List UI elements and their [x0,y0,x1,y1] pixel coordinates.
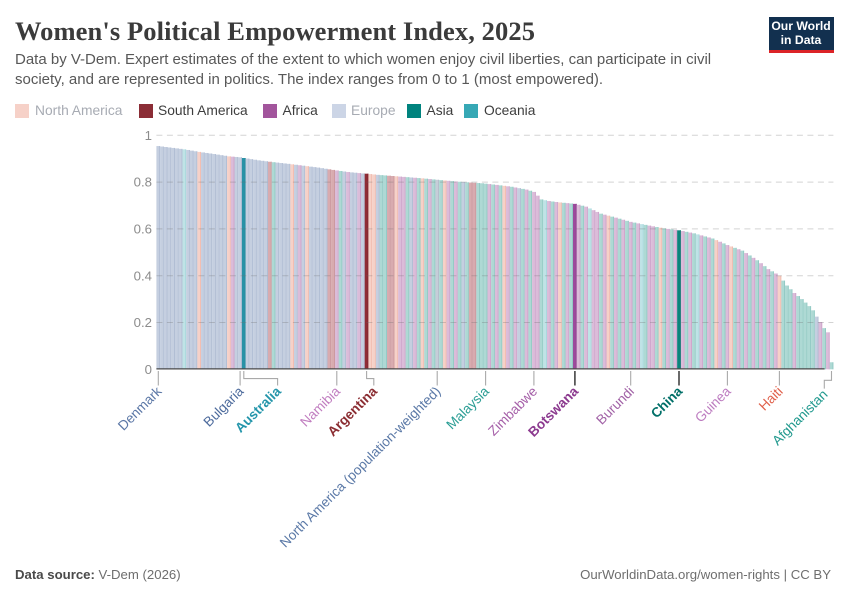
svg-text:0.6: 0.6 [134,222,152,237]
svg-text:0: 0 [145,362,152,377]
svg-text:0.8: 0.8 [134,175,152,190]
svg-text:Guinea: Guinea [692,383,734,425]
svg-text:Burundi: Burundi [593,384,637,428]
svg-text:1: 1 [145,128,152,143]
svg-text:Malaysia: Malaysia [443,383,492,432]
svg-text:0.2: 0.2 [134,315,152,330]
svg-text:0.4: 0.4 [134,268,152,283]
svg-text:Haiti: Haiti [756,384,786,414]
svg-text:Denmark: Denmark [115,384,165,434]
svg-text:China: China [648,383,686,421]
